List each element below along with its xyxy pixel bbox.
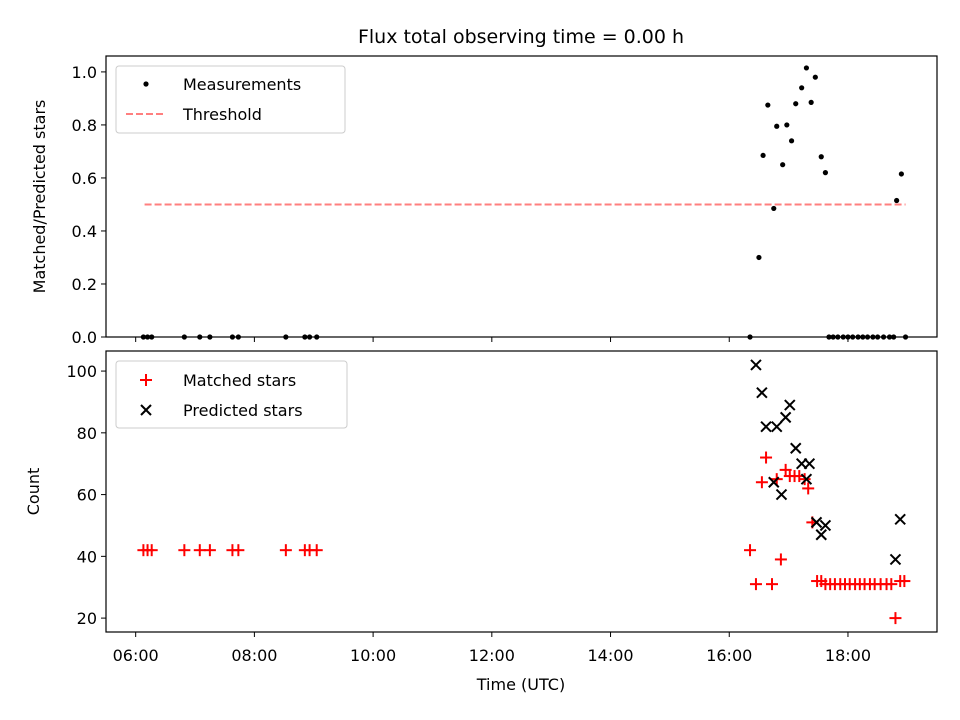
top-legend: Measurements Threshold xyxy=(115,65,346,134)
y-tick-label: 0.0 xyxy=(72,328,97,347)
bottom-plot-frame xyxy=(105,350,938,633)
x-tick-label: 12:00 xyxy=(469,646,515,665)
predicted-stars-point xyxy=(800,473,813,485)
measurements-point xyxy=(799,85,805,91)
predicted-stars-point xyxy=(760,420,772,433)
measurements-point xyxy=(774,123,780,129)
x-tick-label: 08:00 xyxy=(231,646,277,665)
matched-stars-point xyxy=(279,544,292,557)
matched-stars-point xyxy=(885,578,898,591)
predicted-stars-point xyxy=(819,519,832,532)
matched-stars-point xyxy=(802,482,815,495)
predicted-stars-point xyxy=(779,411,792,424)
predicted-stars-point xyxy=(756,386,768,399)
predicted-stars-point xyxy=(889,553,902,566)
matched-stars-point xyxy=(779,463,792,476)
x-tick-label: 14:00 xyxy=(587,646,633,665)
matched-stars-point xyxy=(749,578,762,591)
measurements-point xyxy=(894,197,900,204)
measurements-point xyxy=(788,138,795,144)
matched-stars-point xyxy=(889,612,902,625)
predicted-stars-point xyxy=(750,359,762,371)
y-tick-label: 100 xyxy=(66,362,97,381)
matched-stars-point xyxy=(232,544,245,557)
measurements-point xyxy=(793,101,799,107)
top-legend-box xyxy=(115,65,346,134)
legend-label-predicted-stars: Predicted stars xyxy=(183,401,303,420)
measurements-point xyxy=(760,152,766,159)
y-tick-label: 0.2 xyxy=(72,275,97,294)
predicted-stars-point xyxy=(771,420,783,433)
legend-marker-predicted-stars xyxy=(140,404,152,416)
legend-marker-matched-stars xyxy=(140,374,152,386)
matched-stars-point xyxy=(774,553,787,566)
matched-stars-point xyxy=(765,578,778,591)
measurements-point xyxy=(808,99,814,105)
bottom-y-axis-label: Count xyxy=(24,468,43,516)
x-tick-label: 16:00 xyxy=(706,646,752,665)
matched-stars-point xyxy=(178,544,191,557)
matched-stars-point xyxy=(145,544,158,557)
y-tick-label: 0.8 xyxy=(72,116,97,135)
legend-label-matched-stars: Matched stars xyxy=(183,371,296,390)
measurements-point xyxy=(898,171,904,177)
bottom-legend: Matched stars Predicted stars xyxy=(115,360,348,429)
y-tick-label: 60 xyxy=(77,486,97,505)
matched-stars-point xyxy=(744,544,757,557)
legend-label-threshold: Threshold xyxy=(182,105,262,124)
top-plot-frame xyxy=(105,55,938,338)
measurements-point xyxy=(771,205,777,212)
predicted-stars-point xyxy=(784,399,796,411)
x-axis-label: Time (UTC) xyxy=(476,675,565,694)
y-tick-label: 80 xyxy=(77,424,97,443)
matched-stars-point xyxy=(310,544,323,557)
predicted-stars-point xyxy=(768,476,780,488)
bottom-panel: 20 40 60 80 100 06:00 08:00 10:00 12:00 14:00 16:… xyxy=(24,350,938,694)
measurements-point xyxy=(822,170,829,176)
matched-stars-point xyxy=(898,575,911,588)
x-tick-label: 06:00 xyxy=(113,646,159,665)
legend-label-measurements: Measurements xyxy=(183,75,301,94)
y-tick-label: 40 xyxy=(77,547,97,566)
measurements-point xyxy=(756,254,762,261)
measurements-point xyxy=(812,74,818,80)
measurements-point xyxy=(784,122,790,128)
measurements-point xyxy=(780,162,786,168)
x-tick-label: 10:00 xyxy=(350,646,396,665)
matched-stars-point xyxy=(203,544,216,557)
matched-stars-point xyxy=(798,473,811,486)
measurements-point xyxy=(818,154,824,160)
top-panel: 0.0 0.2 0.4 0.6 0.8 1.0 Matched/Predicted sta… xyxy=(30,55,938,347)
top-y-axis-label: Matched/Predicted stars xyxy=(30,100,49,294)
bottom-legend-box xyxy=(115,360,348,429)
y-tick-label: 1.0 xyxy=(72,63,97,82)
predicted-stars-point xyxy=(775,488,788,501)
matched-stars-point xyxy=(760,451,773,464)
legend-marker-measurements xyxy=(143,81,149,87)
measurements-point xyxy=(803,65,810,71)
matched-stars-point xyxy=(755,476,768,489)
chart-title: Flux total observing time = 0.00 h xyxy=(358,26,684,48)
predicted-stars-point xyxy=(803,458,816,470)
y-tick-label: 20 xyxy=(77,609,97,628)
matched-stars-point xyxy=(193,544,206,557)
predicted-stars-point xyxy=(815,529,827,541)
predicted-stars-point xyxy=(810,516,823,529)
predicted-stars-point xyxy=(894,513,906,525)
x-tick-label: 18:00 xyxy=(825,646,871,665)
measurements-point xyxy=(765,102,771,108)
y-tick-label: 0.6 xyxy=(72,169,97,188)
y-tick-label: 0.4 xyxy=(72,222,97,241)
predicted-stars-point xyxy=(790,442,802,454)
